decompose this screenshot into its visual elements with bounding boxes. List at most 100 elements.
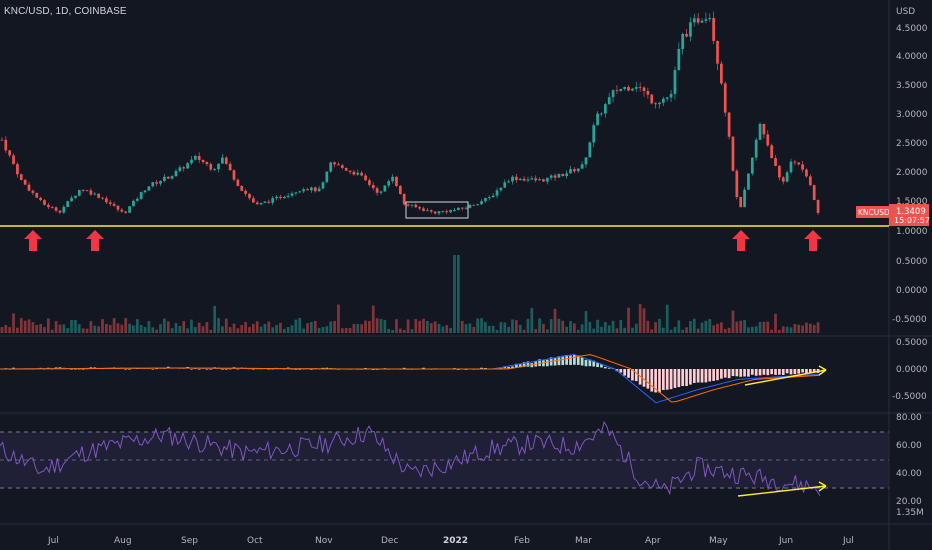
candle-body — [16, 164, 19, 175]
time-label: Jul — [842, 536, 854, 546]
candle-body — [480, 201, 483, 205]
candle-body — [313, 187, 317, 192]
candle-body — [368, 180, 371, 185]
volume-bar — [542, 323, 545, 333]
volume-bar — [89, 321, 93, 333]
volume-bar — [418, 320, 422, 333]
candle-body — [569, 169, 572, 174]
volume-bar — [379, 318, 383, 333]
volume-bar — [453, 255, 456, 333]
rsi-axis[interactable]: 80.00 60.00 40.00 20.00 1.35M — [896, 413, 924, 518]
volume-bar — [426, 320, 429, 333]
volume-bar — [750, 326, 754, 333]
macd-histogram-bar — [573, 354, 576, 365]
candle-body — [101, 197, 104, 199]
macd-histogram-bar — [654, 369, 657, 393]
candle-body — [174, 171, 178, 177]
macd-histogram-bar — [708, 369, 712, 382]
symbol-title[interactable]: KNC/USD, 1D, COINBASE — [4, 6, 127, 17]
volume-bar — [553, 308, 557, 333]
candle-body — [8, 150, 12, 156]
candle-body — [414, 204, 418, 208]
volume-bar — [58, 324, 62, 333]
volume-bar — [340, 328, 344, 333]
volume-bar — [433, 321, 437, 333]
candle-body — [163, 176, 166, 181]
volume-bar — [244, 321, 247, 333]
volume-bar — [534, 329, 538, 333]
candle-body — [151, 182, 155, 187]
macd-axis[interactable]: 0.5000 0.0000 -0.5000 — [892, 338, 928, 402]
macd-histogram-bar — [310, 369, 313, 370]
volume-bar — [375, 318, 379, 333]
price-axis[interactable]: USD 4.5000 4.0000 3.5000 3.0000 2.5000 2… — [896, 7, 928, 237]
macd-histogram-bar — [681, 369, 685, 387]
volume-bar — [491, 325, 495, 333]
macd-histogram-bar — [518, 363, 522, 368]
volume-bar — [135, 319, 139, 333]
volume-bar — [812, 324, 816, 333]
volume-bar — [460, 320, 464, 333]
volume-bar — [654, 322, 657, 333]
macd-histogram-bar — [294, 369, 298, 370]
rsi-bottom-label: 1.35M — [896, 508, 924, 518]
volume-bar — [580, 324, 584, 333]
volume-bar — [499, 322, 503, 333]
candle-body — [429, 210, 433, 212]
candle-body — [634, 87, 638, 89]
candle-body — [217, 163, 220, 170]
volume-bar — [619, 320, 623, 333]
candle-body — [120, 209, 124, 212]
macd-histogram-bar — [553, 357, 557, 366]
candle-body — [383, 185, 387, 192]
candle-body — [224, 157, 228, 164]
volume-bar — [631, 327, 634, 333]
macd-trendline — [744, 369, 827, 386]
price-tick: 4.5000 — [896, 24, 928, 34]
candle-body — [236, 179, 240, 187]
candle-body — [816, 199, 820, 213]
volume-bar — [600, 326, 603, 333]
macd-histogram-bar — [642, 369, 646, 387]
candle-body — [201, 159, 205, 163]
macd-histogram-bar — [689, 369, 692, 385]
time-axis[interactable]: Jul Aug Sep Oct Nov Dec 2022 Feb Mar Apr… — [47, 536, 854, 546]
volume-bar — [778, 329, 781, 333]
candle-body — [774, 158, 777, 166]
candle-body — [232, 170, 236, 180]
volume-bar — [696, 328, 700, 333]
volume-bar — [700, 322, 704, 333]
volume-bar — [414, 318, 418, 333]
candle-body — [646, 91, 650, 95]
macd-histogram-bar — [650, 369, 654, 392]
candle-body — [93, 193, 97, 195]
candle-body — [31, 190, 35, 193]
macd-histogram-bar — [634, 369, 638, 382]
volume-bar — [511, 319, 514, 333]
volume-bar — [166, 321, 170, 333]
volume-bar — [708, 319, 712, 333]
volume-bar — [538, 318, 541, 333]
macd-histogram-bar — [805, 369, 808, 374]
candle-body — [50, 207, 54, 208]
badge-countdown: 15:07:57 — [894, 216, 930, 225]
candle-body — [4, 139, 8, 151]
volume-axis[interactable]: 0.5000 0.0000 -0.5000 — [892, 257, 928, 325]
candle-body — [387, 181, 391, 186]
time-label: Oct — [247, 536, 263, 546]
macd-histogram-bar — [743, 369, 746, 377]
volume-bar — [108, 325, 112, 333]
candle-body — [263, 201, 267, 203]
macd-histogram-bar — [758, 369, 762, 376]
volume-bar — [592, 328, 596, 333]
price-tick: 3.0000 — [896, 110, 928, 120]
volume-histogram — [0, 255, 820, 333]
rsi-tick: 80.00 — [896, 413, 922, 423]
candle-body — [511, 176, 514, 182]
volume-bar — [329, 321, 333, 333]
rsi-trend-arrow-icon — [818, 481, 827, 492]
volume-bar — [530, 307, 534, 333]
volume-bar — [178, 325, 182, 333]
support-arrows — [24, 230, 822, 251]
